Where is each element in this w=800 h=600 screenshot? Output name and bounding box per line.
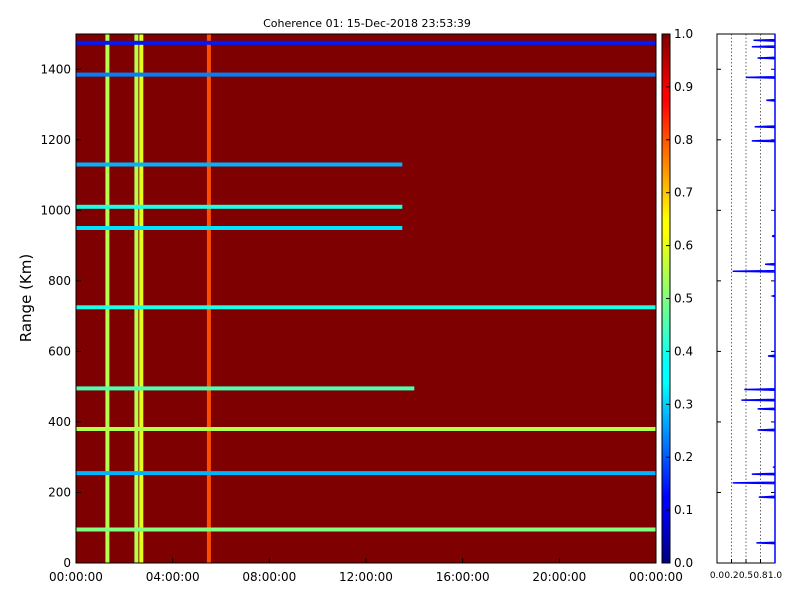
x-tick-label: 16:00:00 — [436, 570, 490, 584]
colorbar-tick-label: 0.6 — [674, 239, 693, 253]
heatmap-range-band-1 — [76, 72, 656, 77]
colorbar-ticks: 0.0 0.1 0.2 0.3 0.4 0.5 0.6 0.7 0.8 0.9 1.0 — [666, 27, 693, 570]
colorbar-tick-label: 0.5 — [674, 292, 693, 306]
heatmap-range-band-6 — [76, 386, 415, 391]
heatmap-background — [76, 34, 656, 563]
profile-x-tick-label: 1.0 — [768, 571, 783, 581]
y-tick-label: 1400 — [40, 62, 71, 76]
heatmap-axes: 00:00:00 04:00:00 08:00:00 12:00:00 16:00:00… — [17, 33, 683, 584]
colorbar-tick-label: 0.2 — [674, 450, 693, 464]
x-tick-label: 20:00:00 — [532, 570, 586, 584]
heatmap-y-axis: 0 200 400 600 800 1000 1200 1400 — [40, 62, 81, 570]
profile-grid — [731, 34, 761, 563]
y-tick-label: 400 — [48, 415, 71, 429]
profile-x-tick-label: 0.8 — [753, 571, 768, 581]
heatmap-x-axis: 00:00:00 04:00:00 08:00:00 12:00:00 16:00:00… — [49, 558, 683, 584]
colorbar: 0.0 0.1 0.2 0.3 0.4 0.5 0.6 0.7 0.8 0.9 1.0 — [661, 27, 693, 570]
colorbar-tick-label: 0.8 — [674, 133, 693, 147]
y-axis-label: Range (Km) — [17, 254, 35, 342]
heatmap-cells — [76, 34, 656, 563]
profile-axes: 0.0 0.2 0.5 0.8 1.0 — [710, 33, 783, 581]
x-tick-label: 04:00:00 — [146, 570, 200, 584]
y-tick-label: 1200 — [40, 133, 71, 147]
colorbar-tick-label: 1.0 — [674, 27, 693, 41]
colorbar-tick-label: 0.4 — [674, 344, 693, 358]
colorbar-tick-label: 0.9 — [674, 80, 693, 94]
heatmap-range-band-3 — [76, 204, 403, 209]
y-tick-label: 600 — [48, 344, 71, 358]
colorbar-tick-label: 0.3 — [674, 397, 693, 411]
heatmap-time-band-0 — [105, 34, 110, 563]
x-tick-label: 00:00:00 — [629, 570, 683, 584]
y-tick-label: 800 — [48, 274, 71, 288]
profile-x-tick-label: 0.5 — [739, 571, 753, 581]
heatmap-range-band-9 — [76, 527, 656, 532]
x-tick-label: 12:00:00 — [339, 570, 393, 584]
heatmap-range-band-4 — [76, 226, 403, 230]
heatmap-time-band-1 — [134, 34, 139, 563]
heatmap-time-band-2 — [139, 34, 144, 563]
colorbar-tick-label: 0.0 — [674, 556, 693, 570]
x-tick-label: 00:00:00 — [49, 570, 103, 584]
y-tick-label: 200 — [48, 485, 71, 499]
heatmap-range-band-0 — [76, 40, 656, 45]
colorbar-tick-label: 0.7 — [674, 186, 693, 200]
heatmap-range-band-5 — [76, 305, 656, 310]
heatmap-time-band-3 — [206, 34, 211, 563]
heatmap-range-band-7 — [76, 427, 656, 431]
heatmap-range-band-2 — [76, 162, 403, 167]
profile-x-tick-label: 0.0 — [710, 571, 725, 581]
y-tick-label: 1000 — [40, 203, 71, 217]
y-tick-label: 0 — [63, 556, 71, 570]
x-tick-label: 08:00:00 — [242, 570, 296, 584]
profile-x-tick-label: 0.2 — [724, 571, 738, 581]
chart-title: Coherence 01: 15-Dec-2018 23:53:39 — [263, 17, 471, 30]
colorbar-tick-label: 0.1 — [674, 503, 693, 517]
heatmap-range-band-8 — [76, 471, 656, 476]
profile-series-line — [732, 34, 776, 563]
